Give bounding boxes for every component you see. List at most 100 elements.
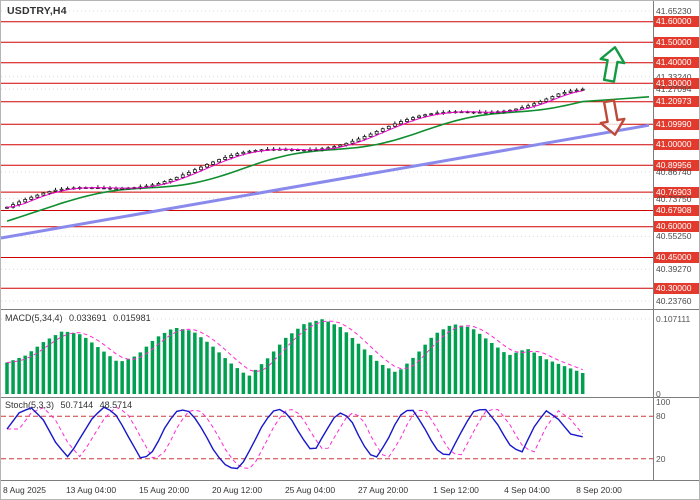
macd-label: MACD(5,34,4) 0.033691 0.015981 xyxy=(5,313,155,323)
macd-bar xyxy=(29,351,33,394)
macd-bar xyxy=(23,355,27,394)
candle-body xyxy=(550,96,555,100)
macd-bar xyxy=(526,349,530,394)
macd-bar xyxy=(465,326,470,394)
macd-bar xyxy=(277,344,282,394)
macd-bar xyxy=(387,368,391,394)
macd-bar xyxy=(180,329,185,394)
candle-body xyxy=(192,169,197,173)
up-arrow-icon[interactable] xyxy=(597,45,627,83)
macd-signal-line xyxy=(6,320,583,373)
macd-bar xyxy=(405,363,409,394)
candle-body xyxy=(405,119,409,122)
macd-bar xyxy=(59,331,64,394)
price-axis[interactable]: 41.65230 41.60000 41.50000 41.40000 41.33240… xyxy=(653,1,699,481)
macd-bar xyxy=(90,342,94,394)
macd-bar xyxy=(71,333,76,394)
time-label: 15 Aug 20:00 xyxy=(138,485,190,495)
price-level-badge: 41.30000 xyxy=(654,78,699,89)
macd-bar xyxy=(241,372,246,394)
macd-bar xyxy=(247,375,252,394)
macd-bar xyxy=(199,337,203,394)
candle-body xyxy=(29,196,34,200)
macd-bar xyxy=(568,368,573,394)
candle-body xyxy=(392,123,397,127)
candle-body xyxy=(368,133,373,137)
macd-bar xyxy=(453,324,458,394)
ma-slow-line xyxy=(1,123,650,240)
candle-body xyxy=(356,138,361,142)
macd-bar xyxy=(229,363,233,394)
macd-bar xyxy=(435,332,440,394)
candle-body xyxy=(580,88,585,91)
macd-bar xyxy=(126,358,130,394)
macd-bar xyxy=(556,363,561,394)
price-level-badge: 41.20973 xyxy=(654,96,699,107)
macd-bar xyxy=(338,327,343,394)
macd-bar xyxy=(290,333,294,394)
macd-bar xyxy=(217,352,221,394)
ma-mid-line xyxy=(6,96,650,222)
macd-bar xyxy=(205,341,209,394)
candle-body xyxy=(574,89,579,92)
macd-bar xyxy=(411,357,415,394)
candle-body xyxy=(538,101,543,105)
macd-bar xyxy=(156,336,161,394)
price-tick: 41.33240 xyxy=(656,72,692,82)
macd-bar xyxy=(11,360,15,394)
candle-body xyxy=(532,103,537,107)
macd-bar xyxy=(5,362,9,394)
candle-body xyxy=(235,153,240,156)
macd-bar xyxy=(144,346,149,394)
candle-body xyxy=(168,179,173,183)
macd-tick: 0 xyxy=(656,389,661,399)
price-tick: 41.27094 xyxy=(656,84,692,94)
price-tick: 41.65230 xyxy=(656,6,692,16)
candle-body xyxy=(199,166,203,171)
macd-tick: 0.107111 xyxy=(656,314,691,324)
time-axis[interactable]: 8 Aug 2025 13 Aug 04:00 15 Aug 20:00 20 Aug… xyxy=(1,481,653,499)
macd-bar xyxy=(580,373,585,394)
macd-bar xyxy=(84,337,88,394)
ma-fast-line xyxy=(6,90,583,208)
candle-body xyxy=(568,90,573,93)
macd-bar xyxy=(174,327,179,394)
down-arrow-icon[interactable] xyxy=(597,99,627,137)
candle-body xyxy=(211,161,215,165)
macd-bar xyxy=(490,342,494,394)
time-label: 20 Aug 12:00 xyxy=(211,485,263,495)
macd-bar xyxy=(326,321,330,394)
stoch-signal-line xyxy=(7,406,584,470)
macd-bar xyxy=(284,337,288,394)
price-level-badge: 41.40000 xyxy=(654,57,699,68)
macd-bar xyxy=(399,369,403,394)
candle-body xyxy=(411,117,415,120)
macd-bar xyxy=(150,340,155,394)
macd-bar xyxy=(211,346,215,394)
macd-bar xyxy=(302,324,306,394)
candle-body xyxy=(423,114,428,117)
macd-signal-value: 0.015981 xyxy=(113,313,151,323)
price-level-badge: 41.00000 xyxy=(654,139,699,150)
macd-bar xyxy=(550,361,555,394)
macd-bar xyxy=(562,366,567,394)
macd-bar xyxy=(271,351,276,394)
price-tick: 40.39270 xyxy=(656,264,692,274)
candle-body xyxy=(41,192,46,196)
macd-bar xyxy=(235,368,240,394)
macd-bar xyxy=(120,361,124,394)
down-arrow-shape xyxy=(599,99,626,136)
macd-bar xyxy=(332,324,336,394)
macd-bar xyxy=(114,360,118,394)
candle-body xyxy=(162,181,167,184)
macd-bar xyxy=(296,328,300,394)
macd-bar xyxy=(574,370,579,394)
macd-bar xyxy=(77,334,82,394)
chart-canvas[interactable] xyxy=(1,1,700,481)
price-level-badge: 41.50000 xyxy=(654,37,699,48)
macd-bar xyxy=(362,349,367,394)
macd-bar xyxy=(138,352,143,394)
macd-bar xyxy=(483,338,488,394)
candle-body xyxy=(247,150,252,153)
